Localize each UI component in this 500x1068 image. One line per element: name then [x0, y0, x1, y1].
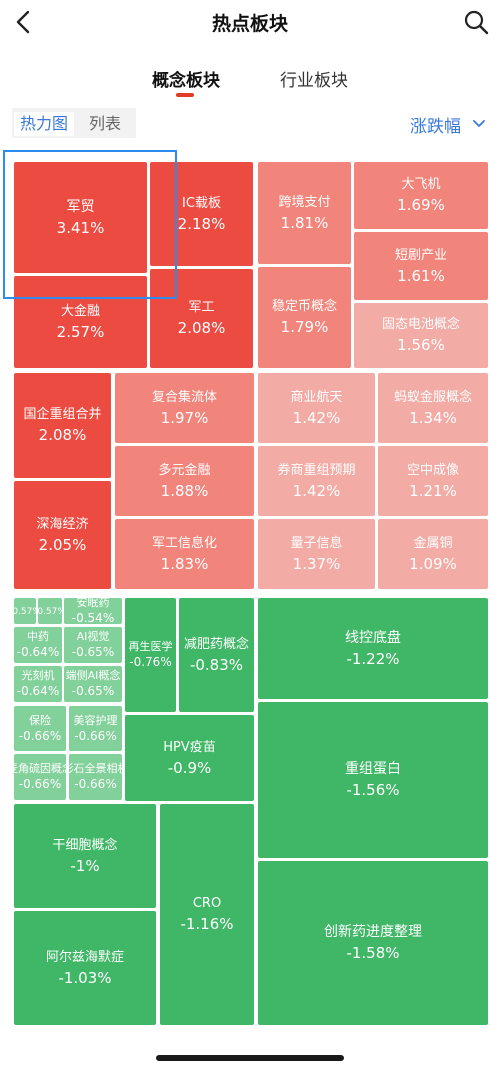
heatmap-tile[interactable]: 减肥药概念 -0.83% — [179, 598, 254, 712]
home-indicator[interactable] — [156, 1055, 344, 1061]
heatmap-tile[interactable]: 量子信息 1.37% — [258, 519, 375, 589]
sort-dropdown[interactable]: 涨跌幅 — [410, 117, 461, 137]
heatmap-tile[interactable]: 空中成像 1.21% — [378, 446, 488, 516]
back-arrow-icon[interactable] — [10, 8, 38, 36]
heatmap-tile[interactable]: 端侧AI概念 -0.65% — [64, 666, 122, 702]
heatmap-tile[interactable]: HPV疫苗 -0.9% — [125, 715, 254, 801]
heatmap-tile[interactable]: 美容护理 -0.66% — [69, 706, 122, 751]
tab-concept-sector[interactable]: 概念板块 — [152, 71, 220, 91]
heatmap-tile[interactable]: CRO -1.16% — [160, 804, 254, 1025]
heatmap-tile[interactable]: 稳定币概念 1.79% — [258, 267, 351, 368]
heatmap-tile[interactable]: 复合集流体 1.97% — [115, 373, 254, 443]
heatmap-tile[interactable]: AI视觉 -0.65% — [64, 627, 122, 663]
heatmap-tile[interactable]: 安眠药 -0.54% — [64, 598, 122, 624]
heatmap-tile[interactable]: 创新药进度整理 -1.58% — [258, 861, 488, 1025]
list-toggle[interactable]: 列表 — [88, 114, 121, 133]
heatmap-tile[interactable]: 麦角硫因概念-0.66% — [14, 754, 66, 800]
selection-highlight — [3, 150, 177, 299]
heatmap-tile[interactable]: 再生医学 -0.76% — [125, 598, 176, 712]
heatmap-tile[interactable]: 深海经济 2.05% — [14, 481, 111, 589]
heatmap-toggle[interactable]: 热力图 — [14, 112, 74, 136]
chevron-down-icon[interactable] — [470, 114, 488, 132]
heatmap-tile[interactable]: 大飞机 1.69% — [354, 162, 488, 229]
heatmap-tile[interactable]: 光刻机 -0.64% — [14, 666, 62, 702]
heatmap-tile[interactable]: 蚂蚁金服概念 1.34% — [378, 373, 488, 443]
heatmap-tile[interactable]: 中药 -0.64% — [14, 627, 62, 663]
heatmap-tile[interactable]: 阿尔兹海默症 -1.03% — [14, 911, 156, 1025]
heatmap-tile[interactable]: 重组蛋白 -1.56% — [258, 702, 488, 858]
heatmap-tile[interactable]: 军贸 3.41% — [14, 162, 147, 273]
heatmap-tile[interactable]: 国企重组合并 2.08% — [14, 373, 111, 478]
heatmap-tile[interactable]: 多元金融 1.88% — [115, 446, 254, 516]
tab-active-indicator — [176, 93, 194, 97]
heatmap-tile[interactable]: -0.57% — [14, 598, 36, 624]
heatmap-tile[interactable]: 影石全景相机-0.66% — [69, 754, 122, 800]
heatmap-tile[interactable]: 保险 -0.66% — [14, 706, 66, 751]
heatmap-tile[interactable]: 固态电池概念 1.56% — [354, 303, 488, 368]
tab-industry-sector[interactable]: 行业板块 — [280, 71, 348, 91]
heatmap-tile[interactable]: 军工信息化 1.83% — [115, 519, 254, 589]
heatmap-tile[interactable]: 金属铜 1.09% — [378, 519, 488, 589]
heatmap-tile[interactable]: 短剧产业 1.61% — [354, 232, 488, 300]
heatmap-tile[interactable]: 券商重组预期 1.42% — [258, 446, 375, 516]
heatmap-tile[interactable]: 大金融 2.57% — [14, 276, 147, 368]
page-title: 热点板块 — [211, 13, 288, 35]
heatmap-tile[interactable]: -0.57% — [38, 598, 62, 624]
heatmap-tile[interactable]: 商业航天 1.42% — [258, 373, 375, 443]
heatmap-tile[interactable]: 干细胞概念 -1% — [14, 804, 156, 908]
heatmap-tile[interactable]: 跨境支付 1.81% — [258, 162, 351, 264]
search-icon[interactable] — [462, 8, 490, 36]
heatmap-tile[interactable]: 线控底盘 -1.22% — [258, 598, 488, 699]
heatmap-tile[interactable]: IC载板 2.18% — [150, 162, 253, 266]
heatmap-tile[interactable]: 军工 2.08% — [150, 269, 253, 368]
